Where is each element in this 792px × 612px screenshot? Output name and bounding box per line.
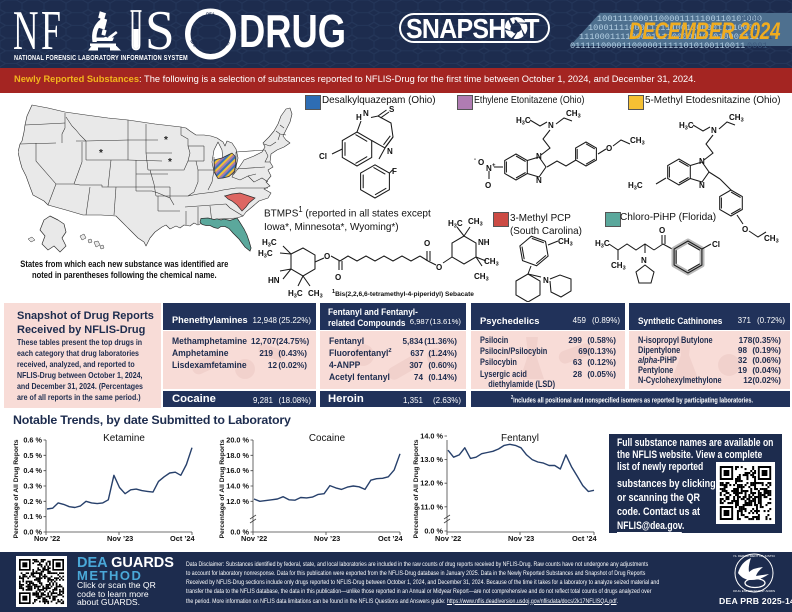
svg-text:O: O [436,263,442,272]
svg-text:N: N [711,126,717,135]
svg-text:NH: NH [478,238,490,247]
svg-text:CH3: CH3 [566,109,581,120]
svg-text:CH3: CH3 [308,289,323,300]
svg-text:Percentage of All Drug Reports: Percentage of All Drug Reports [13,439,20,538]
svg-text:0000: 0000 [740,14,761,24]
svg-text:Cl: Cl [319,152,327,161]
svg-text:0.5 %: 0.5 % [23,451,42,460]
svg-text:CH3: CH3 [558,237,573,248]
svg-text:H3C: H3C [262,238,277,249]
svg-text:O: O [606,144,612,153]
svg-text:Percentage of All Drug Reports: Percentage of All Drug Reports [219,439,226,538]
svg-text:S: S [389,105,395,114]
svg-text:0.2 %: 0.2 % [23,497,42,506]
svg-text:Nov ’23: Nov ’23 [107,534,133,543]
svg-text:O: O [424,239,430,248]
svg-text:Oct ’24: Oct ’24 [170,534,196,543]
svg-text:N: N [543,276,549,285]
svg-text:0.0 %: 0.0 % [230,528,249,537]
svg-text:F: F [392,167,397,176]
svg-text:Nov ’22: Nov ’22 [435,534,461,543]
svg-text:12.0 %: 12.0 % [226,497,249,506]
svg-text:14.0 %: 14.0 % [226,482,249,491]
svg-text:H3C: H3C [448,219,463,230]
svg-text:O: O [742,225,748,234]
svg-text:H: H [356,113,362,122]
svg-text:H3C: H3C [516,116,531,127]
svg-text:0.0 %: 0.0 % [23,528,42,537]
svg-text:CH3: CH3 [729,113,744,124]
svg-text:H3C: H3C [258,249,273,260]
svg-text:Cl: Cl [712,240,720,249]
svg-text:0011: 0011 [752,32,773,42]
svg-text:N: N [387,147,393,156]
svg-text:IS: IS [224,40,230,46]
svg-text:DRUG ENFORCEMENT ADMIN.: DRUG ENFORCEMENT ADMIN. [733,589,775,593]
svg-text:Nov ’22: Nov ’22 [34,534,60,543]
svg-text:CH3: CH3 [468,217,483,228]
svg-text:NFL: NFL [189,39,198,49]
svg-text:CH3: CH3 [611,261,626,272]
svg-text:U.S. DEPARTMENT OF JUSTICE: U.S. DEPARTMENT OF JUSTICE [733,554,775,558]
svg-text:Oct ’24: Oct ’24 [572,534,598,543]
svg-text:CH3: CH3 [484,257,499,268]
svg-text:Fentanyl: Fentanyl [501,433,539,444]
svg-text:Nov ’23: Nov ’23 [314,534,340,543]
svg-text:N: N [363,109,369,118]
svg-text:N: N [699,181,705,190]
svg-text:011111000011000001111101010011: 0111110000110000011111010100110011 [570,41,745,51]
svg-text:100011110001111110011000011110: 100011110001111110011000011110001 [588,23,758,33]
svg-text:H3C: H3C [595,239,610,250]
svg-text:CH3: CH3 [764,234,779,245]
svg-text:H3C: H3C [679,121,694,132]
svg-text:N: N [699,157,705,166]
svg-text:CH3: CH3 [474,272,489,283]
svg-text:Oct ’24: Oct ’24 [378,534,404,543]
svg-text:N: N [548,121,554,130]
svg-text:*: * [99,148,103,159]
svg-text:18.0 %: 18.0 % [226,451,249,460]
svg-text:Cocaine: Cocaine [309,433,346,444]
svg-text:O: O [335,273,341,282]
svg-text:HN: HN [268,276,280,285]
svg-text:O: O [324,252,330,261]
svg-text:DEA: DEA [206,12,215,17]
svg-text:*: * [164,135,168,146]
svg-text:Percentage of All Drug Reports: Percentage of All Drug Reports [413,439,420,538]
svg-text:-: - [474,157,476,163]
svg-text:0.6 %: 0.6 % [23,436,42,445]
svg-text:110: 110 [745,23,760,33]
svg-text:100111100011000011111001101010: 10011110001100001111100110101000 [597,14,762,24]
svg-text:Nov ’22: Nov ’22 [241,534,267,543]
svg-text:0001: 0001 [747,41,768,51]
svg-text:0.4 %: 0.4 % [23,466,42,475]
svg-text:13.0 %: 13.0 % [420,455,443,464]
svg-text:16.0 %: 16.0 % [226,466,249,475]
svg-text:O: O [485,181,491,190]
svg-text:14.0 %: 14.0 % [420,432,443,441]
svg-text:N: N [536,176,542,185]
svg-text:CH3: CH3 [630,136,645,147]
svg-text:N: N [486,164,492,173]
svg-text:O: O [659,226,665,235]
svg-text:O: O [478,158,484,167]
svg-text:111000111100001111000011010100: 11100011110000111100001101010001111 [579,32,760,42]
svg-text:*: * [168,157,172,168]
svg-text:N: N [536,152,542,161]
svg-text:+: + [492,163,496,169]
svg-text:11.0 %: 11.0 % [421,502,444,511]
svg-text:Ketamine: Ketamine [103,433,145,444]
svg-text:N: N [641,256,647,265]
svg-text:H3C: H3C [288,289,303,300]
svg-text:Nov ’23: Nov ’23 [508,534,534,543]
svg-text:0.3 %: 0.3 % [23,482,42,491]
svg-text:12.0 %: 12.0 % [420,479,443,488]
svg-text:H3C: H3C [628,181,643,192]
svg-text:0.1 %: 0.1 % [23,512,42,521]
svg-text:0.0 %: 0.0 % [424,527,443,536]
svg-text:20.0 %: 20.0 % [226,436,249,445]
